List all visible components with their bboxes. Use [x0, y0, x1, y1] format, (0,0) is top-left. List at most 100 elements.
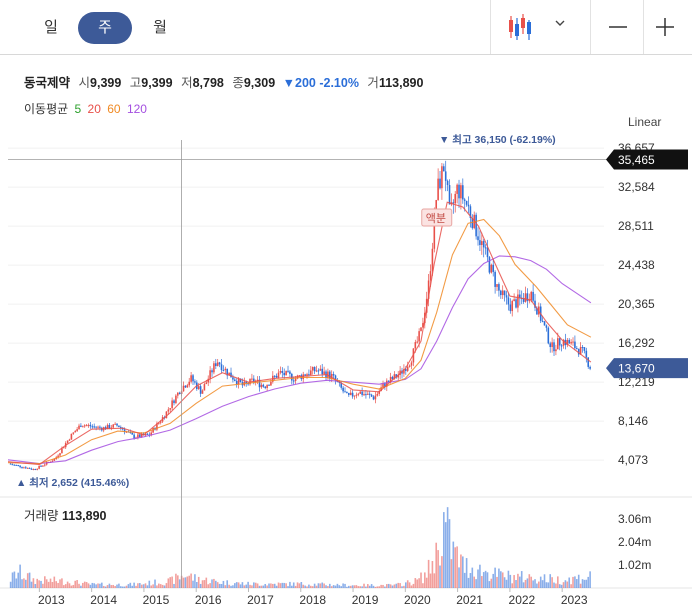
toolbar-divider — [590, 0, 591, 54]
volume-bar — [517, 573, 519, 588]
candle-body — [304, 374, 306, 376]
candle-body — [173, 400, 175, 404]
candle-body — [332, 373, 335, 376]
volume-bar — [490, 578, 493, 588]
volume-bar — [159, 584, 162, 588]
chart-type-dropdown[interactable] — [545, 8, 575, 46]
volume-bar — [562, 582, 565, 588]
volume-bar — [429, 573, 432, 588]
candle-body — [577, 348, 580, 355]
volume-bar — [57, 582, 59, 588]
volume-bar — [401, 586, 403, 588]
candle-body — [192, 375, 194, 382]
candle-body — [140, 433, 143, 438]
volume-bar — [289, 581, 291, 588]
candle-body — [63, 447, 65, 449]
candle-body — [51, 460, 54, 462]
volume-bar — [70, 585, 73, 588]
volume-bar — [315, 585, 318, 588]
volume-bar — [528, 574, 531, 588]
volume-bar — [406, 580, 409, 588]
candle-body — [104, 427, 107, 430]
volume-bar — [376, 586, 379, 588]
candle-body — [376, 393, 379, 396]
volume-bar — [127, 584, 130, 588]
candle-body — [137, 434, 139, 438]
candle-body — [177, 392, 179, 396]
volume-bar — [178, 579, 181, 588]
volume-bar — [99, 583, 101, 588]
candle-body — [167, 409, 170, 412]
chart-type-button[interactable] — [500, 8, 540, 46]
volume-bar — [203, 580, 206, 588]
volume-bar — [32, 578, 35, 588]
candle-body — [95, 426, 97, 428]
candle-body — [323, 371, 325, 375]
candle-body — [387, 380, 390, 382]
volume-bar — [520, 571, 523, 588]
candle-body — [363, 394, 365, 396]
volume-bar — [488, 581, 491, 588]
volume-bar — [482, 572, 485, 588]
candle-body — [490, 264, 493, 273]
candle-body — [26, 467, 29, 469]
candle-body — [370, 394, 373, 397]
candle-body — [321, 368, 324, 375]
candle-body — [429, 271, 432, 281]
volume-bar — [239, 584, 242, 588]
chevron-down-icon — [555, 20, 565, 26]
candle-body — [583, 347, 586, 351]
volume-bar — [38, 580, 40, 588]
volume-bar — [296, 582, 299, 588]
volume-bar — [156, 585, 158, 588]
candle-body — [469, 206, 472, 219]
candle-body — [444, 171, 447, 181]
candle-body — [382, 383, 384, 388]
volume-bar — [589, 571, 591, 588]
volume-bar — [51, 581, 54, 588]
candle-body — [494, 271, 496, 287]
volume-bar — [386, 584, 388, 588]
candle-body — [317, 370, 320, 372]
volume-bar — [61, 578, 63, 588]
candle-body — [367, 393, 369, 395]
volume-bar — [254, 582, 257, 588]
zoom-out-button[interactable] — [598, 8, 638, 46]
y-tick-label: 8,146 — [618, 414, 648, 428]
candle-body — [15, 464, 18, 466]
tab-day[interactable]: 일 — [44, 19, 58, 36]
tab-month[interactable]: 월 — [153, 19, 167, 36]
candle-body — [585, 350, 588, 358]
tab-week[interactable]: 주 — [78, 12, 132, 44]
candle-body — [348, 392, 350, 395]
candle-body — [120, 427, 122, 429]
candle-body — [283, 372, 286, 376]
volume-bar — [522, 582, 525, 588]
volume-bar — [192, 580, 194, 588]
volume-bar — [268, 583, 270, 588]
volume-bar — [129, 582, 132, 588]
volume-bar — [437, 550, 439, 588]
candle-body — [218, 362, 221, 365]
scale-mode-toggle[interactable]: Linear — [628, 115, 662, 129]
volume-bar — [258, 585, 261, 588]
volume-bar — [291, 585, 293, 588]
volume-bar — [21, 579, 23, 588]
volume-bar — [17, 572, 20, 588]
candle-body — [108, 424, 111, 429]
candle-body — [215, 363, 217, 367]
volume-bar — [471, 567, 474, 588]
volume-bar — [182, 577, 185, 588]
volume-bar — [395, 583, 398, 588]
x-tick-label: 2020 — [404, 593, 431, 607]
candle-body — [213, 363, 215, 373]
candle-body — [199, 386, 202, 394]
zoom-in-button[interactable] — [646, 8, 686, 46]
volume-bar — [158, 583, 160, 588]
volume-bar — [425, 577, 428, 588]
volume-bar — [45, 579, 48, 588]
candle-body — [203, 384, 206, 391]
candle-body — [511, 301, 514, 312]
candle-body — [158, 422, 160, 424]
